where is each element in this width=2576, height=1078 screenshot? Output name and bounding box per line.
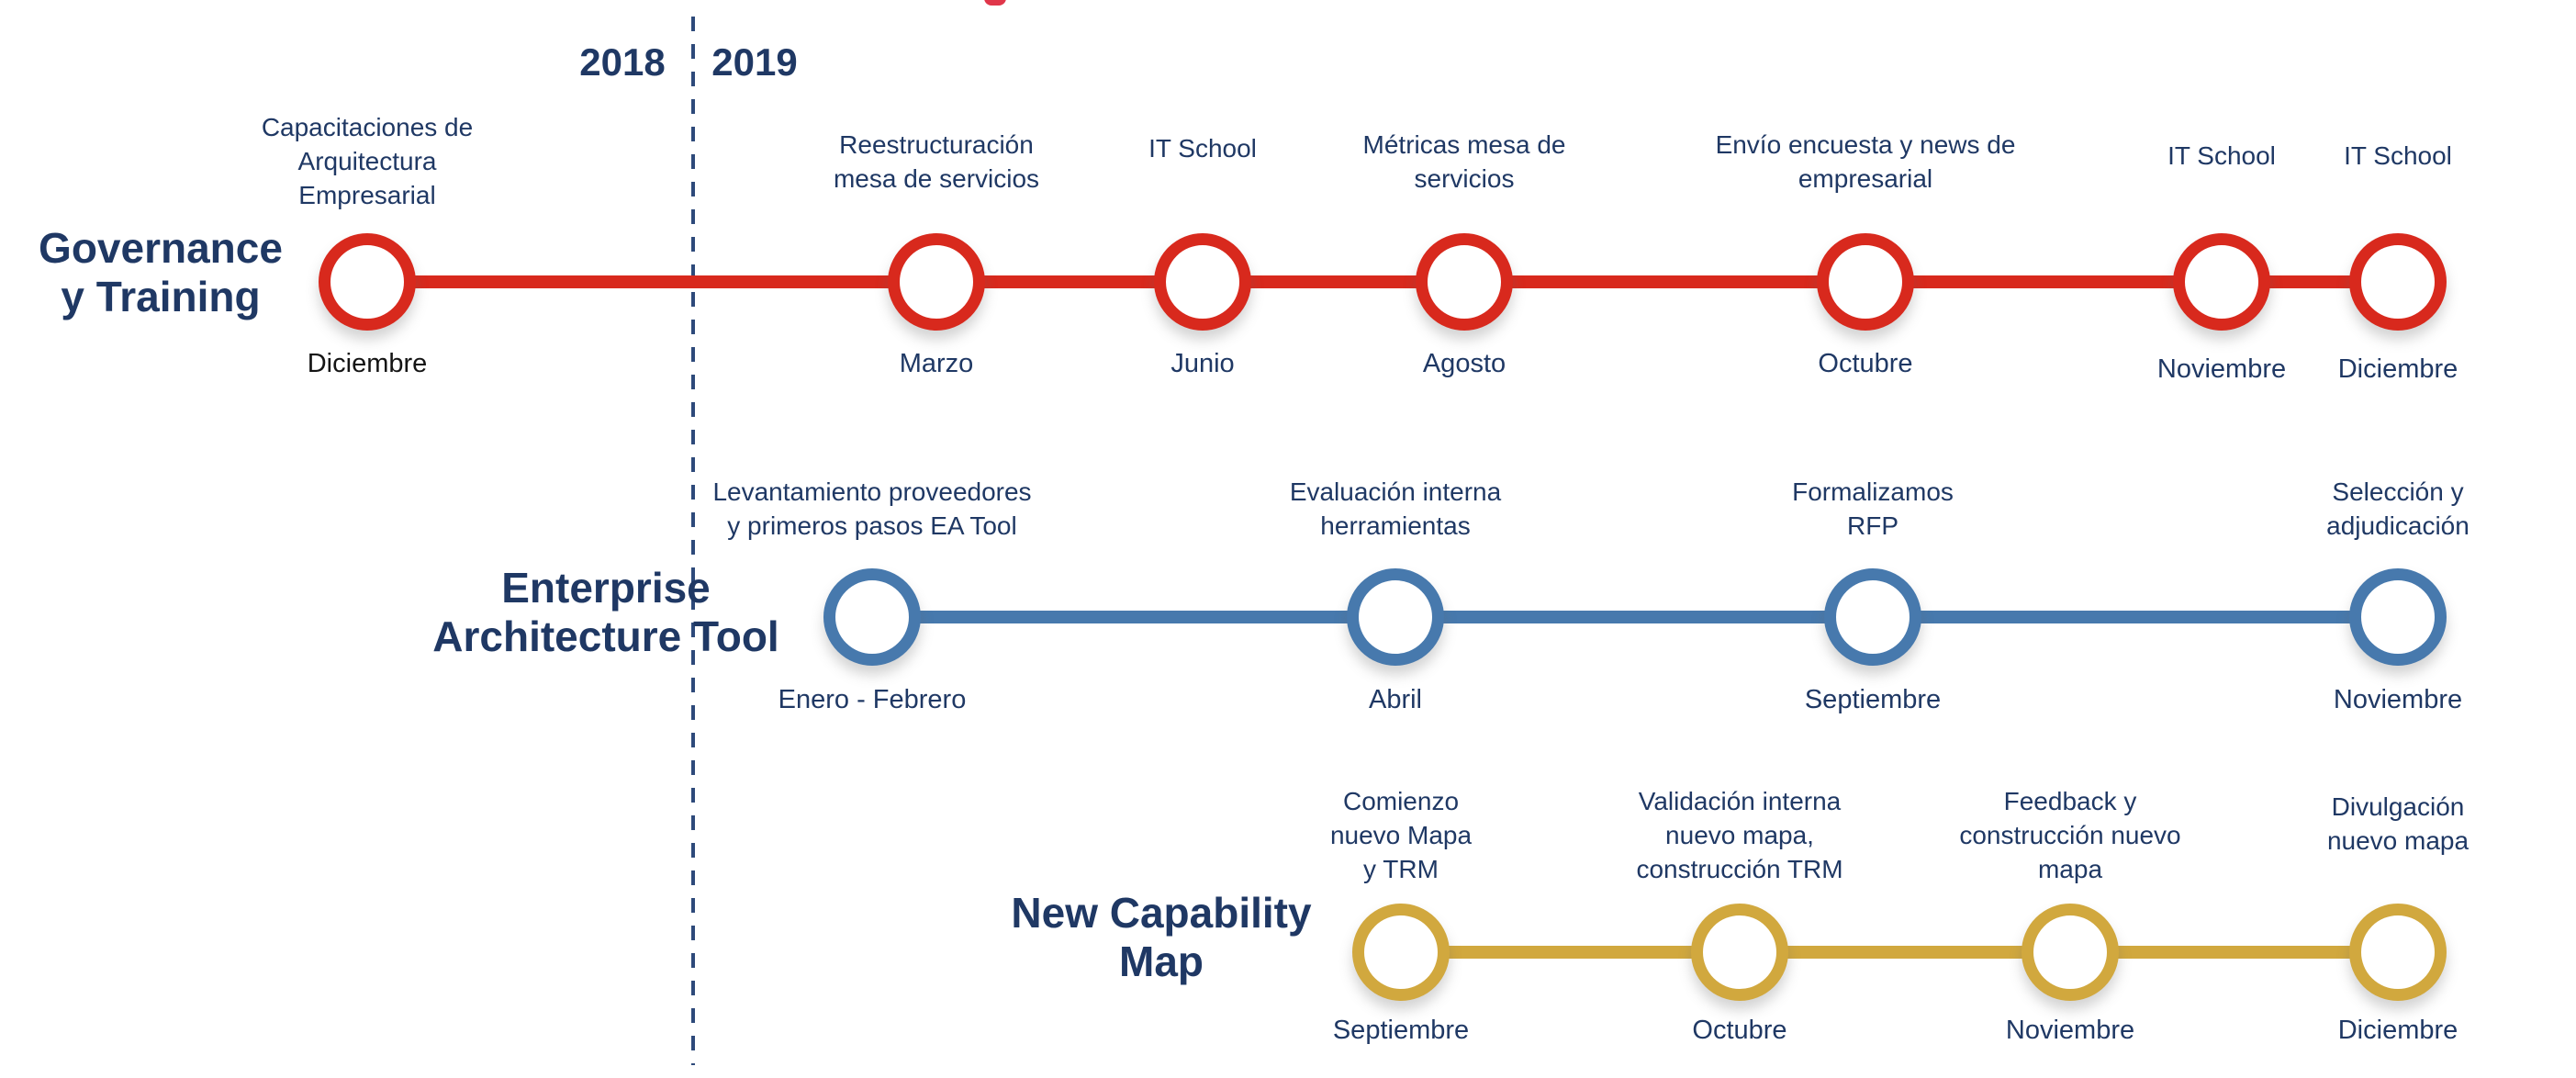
track-title-new-capability-map: New Capability Map: [1011, 889, 1312, 986]
milestone-node: [823, 568, 921, 666]
cut-off-title-fragment: [984, 0, 1006, 6]
milestone-node: [1347, 568, 1444, 666]
milestone-month: Noviembre: [2156, 354, 2287, 384]
year-2019-label: 2019: [711, 40, 798, 84]
milestone-label: IT School: [2344, 140, 2452, 170]
milestone-month: Octubre: [1692, 1016, 1787, 1045]
milestone-node: [319, 233, 416, 331]
track-title-governance-y-training: Governance y Training: [39, 224, 283, 321]
milestone-label: Capacitaciones de Arquitectura Empresari…: [261, 113, 474, 210]
track-title-enterprise-architecture-tool: Enterprise Architecture Tool: [432, 564, 779, 661]
milestone-month: Abril: [1368, 685, 1422, 714]
milestone-month: Diciembre: [307, 349, 428, 378]
milestone-month: Enero - Febrero: [778, 685, 967, 714]
milestone-month: Octubre: [1818, 349, 1913, 378]
milestone-month: Septiembre: [1332, 1016, 1470, 1045]
milestone-month: Diciembre: [2337, 354, 2458, 384]
milestone-month: Junio: [1170, 349, 1235, 378]
milestone-label: Formalizamos RFP: [1792, 477, 1954, 541]
milestone-month: Noviembre: [2005, 1016, 2135, 1045]
milestone-node: [2349, 233, 2447, 331]
track-line-ea-tool: [872, 611, 2398, 623]
milestone-node: [1154, 233, 1251, 331]
milestone-label: Envío encuesta y news de empresarial: [1715, 130, 2016, 194]
milestone-month: Marzo: [899, 349, 974, 378]
milestone-label: Divulgación nuevo mapa: [2326, 792, 2470, 855]
milestone-label: Validación interna nuevo mapa, construcc…: [1636, 787, 1843, 884]
milestone-node: [2173, 233, 2270, 331]
milestone-node: [1352, 904, 1450, 1001]
milestone-node: [1416, 233, 1513, 331]
milestone-label: Feedback y construcción nuevo mapa: [1959, 787, 2181, 884]
milestone-label: Selección y adjudicación: [2326, 477, 2470, 541]
milestone-node: [1817, 233, 1914, 331]
milestone-node: [888, 233, 985, 331]
track-line-governance: [367, 275, 2398, 288]
year-2018-label: 2018: [579, 40, 666, 84]
milestone-label: IT School: [2167, 140, 2276, 170]
milestone-node: [2349, 568, 2447, 666]
milestone-month: Septiembre: [1804, 685, 1942, 714]
milestone-month: Agosto: [1422, 349, 1506, 378]
milestone-node: [1824, 568, 1921, 666]
year-divider-dashed-line: [691, 17, 695, 1065]
milestone-label: Comienzo nuevo Mapa y TRM: [1329, 787, 1473, 884]
milestone-label: Métricas mesa de servicios: [1362, 130, 1566, 194]
milestone-node: [1691, 904, 1788, 1001]
milestone-node: [2349, 904, 2447, 1001]
milestone-month: Noviembre: [2333, 685, 2463, 714]
milestone-month: Diciembre: [2337, 1016, 2458, 1045]
milestone-label: Reestructuración mesa de servicios: [833, 130, 1040, 194]
milestone-label: Evaluación interna herramientas: [1289, 477, 1502, 541]
milestone-label: Levantamiento proveedores y primeros pas…: [712, 477, 1032, 541]
milestone-node: [2022, 904, 2119, 1001]
milestone-label: IT School: [1148, 133, 1257, 163]
track-line-capability-map: [1401, 946, 2398, 959]
